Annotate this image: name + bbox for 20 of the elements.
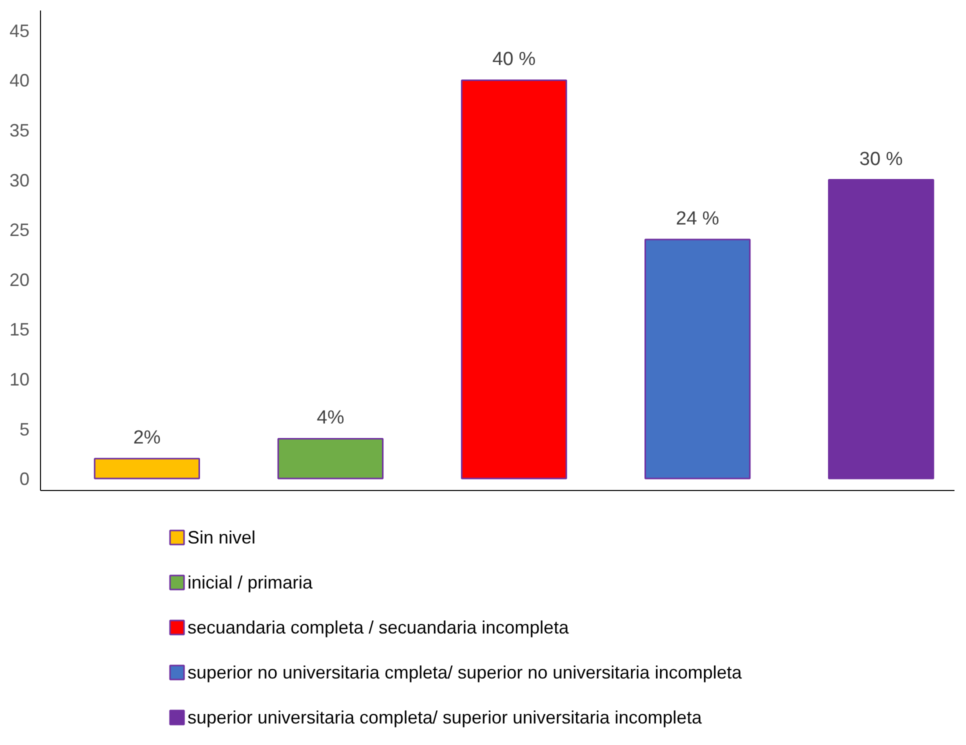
data-label: 2% bbox=[133, 428, 161, 449]
legend-label: superior universitaria completa/ superior universitaria incompleta bbox=[187, 708, 703, 728]
y-tick-label: 25 bbox=[9, 220, 30, 240]
legend-label: Sin nivel bbox=[187, 528, 256, 548]
y-tick-label: 15 bbox=[9, 320, 30, 340]
y-tick-label: 35 bbox=[9, 120, 30, 140]
legend-label: secuandaria completa / secuandaria incompleta bbox=[187, 618, 570, 638]
y-tick-label: 0 bbox=[19, 469, 30, 490]
y-tick-label: 5 bbox=[19, 419, 30, 440]
y-tick-label: 40 bbox=[9, 70, 30, 91]
y-tick-label: 20 bbox=[9, 270, 30, 290]
y-tick-label: 30 bbox=[9, 170, 30, 190]
data-label: 30 % bbox=[859, 148, 903, 170]
legend-label: superior no universitaria cmpleta/ superior no universitaria incompleta bbox=[187, 662, 743, 682]
legend-label: inicial / primaria bbox=[187, 572, 314, 592]
data-label: 4% bbox=[316, 408, 344, 429]
y-tick-label: 45 bbox=[9, 20, 30, 41]
y-tick-label: 10 bbox=[9, 369, 30, 390]
data-label: 40 % bbox=[492, 49, 536, 70]
data-label: 24 % bbox=[676, 208, 720, 230]
